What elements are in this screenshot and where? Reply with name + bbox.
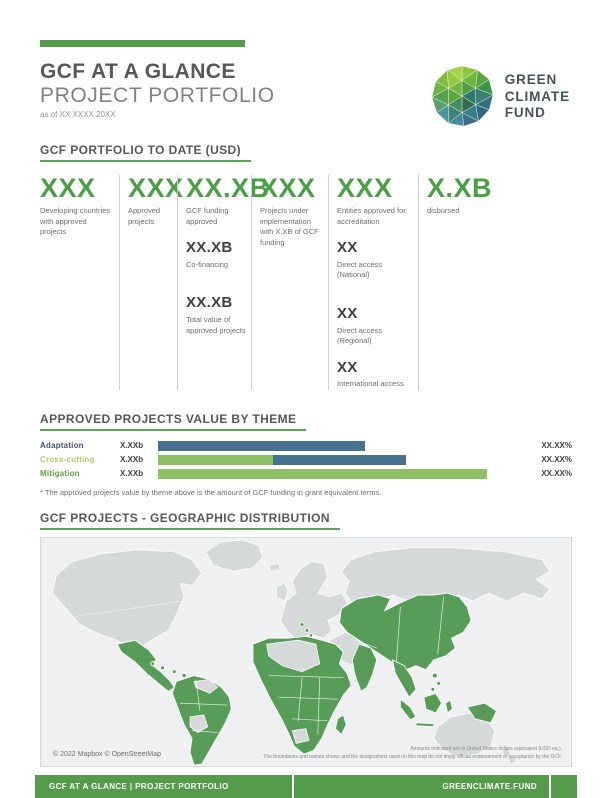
theme-heading-text: APPROVED PROJECTS VALUE BY THEME (40, 412, 307, 431)
chart-category-label: Mitigation (40, 469, 80, 479)
theme-section-heading: APPROVED PROJECTS VALUE BY THEME (40, 410, 572, 431)
stat: XX.XB Co-financing (186, 240, 246, 270)
chart-category-label: Adaptation (40, 441, 84, 451)
footer-divider (549, 774, 551, 798)
footer-right-segment: GREENCLIMATE.FUND (294, 774, 549, 798)
map-disclaimer-line-1: Amounts indicated are in United States d… (410, 745, 562, 752)
map-land-gray-patches (189, 639, 321, 744)
stat-label: Co-financing (186, 259, 229, 269)
stat: XX.XB Total value of approved projects (186, 295, 246, 336)
map-borders (180, 596, 444, 735)
stat-label: GCF funding approved (186, 206, 229, 226)
map-disclaimer-line-2: The boundaries and names shown and the d… (263, 753, 562, 760)
footer-left-text: GCF AT A GLANCE | PROJECT PORTFOLIO (49, 781, 229, 791)
theme-chart: Adaptation X.XXb XX.XX% Cross-cutting X.… (40, 440, 572, 479)
stat-label: Entities approved for accreditation (337, 206, 406, 226)
stat: XX.XB GCF funding approved (186, 173, 270, 227)
as-of-date: as of XX XXXX 20XX (40, 110, 116, 120)
gcf-globe-icon (431, 65, 494, 127)
chart-value-label: X.XXb (120, 455, 144, 465)
map-section-heading: GCF PROJECTS - GEOGRAPHIC DISTRIBUTION (40, 509, 572, 530)
bar-segment (158, 440, 366, 451)
chart-value-label: X.XXb (120, 441, 144, 451)
stat-label: Total value of approved projects (186, 315, 246, 335)
stat-value: XX (337, 239, 358, 256)
stat-value: XX (337, 304, 358, 322)
bar-segment (272, 454, 406, 465)
footer: GCF AT A GLANCE | PROJECT PORTFOLIO GREE… (35, 774, 577, 798)
stat: XXX Entities approved for accreditation (337, 175, 413, 227)
stat-value: XX (337, 358, 358, 376)
stat-label: Direct access (National) (337, 259, 383, 280)
stat-label: disbursed (427, 206, 460, 215)
logo-line-3: FUND (504, 105, 546, 121)
stat-value: XX.XB (186, 294, 233, 312)
map-borders-gray (74, 600, 185, 617)
bar-track (158, 440, 522, 451)
stat-column-approved-projects: XXX Approved projects (119, 173, 184, 390)
stat: XX International access (337, 358, 413, 390)
footer-end-block (551, 774, 577, 798)
stat: XX Direct access (National) (337, 240, 413, 281)
bar-track (158, 468, 522, 479)
gcf-logo: GREEN CLIMATE FUND (429, 64, 570, 130)
stat-label: Direct access (Regional) (337, 325, 383, 346)
page-title: GCF AT A GLANCE (40, 60, 236, 83)
map-disclaimer: Amounts indicated are in United States d… (263, 745, 562, 761)
stat-value: XXX (337, 173, 393, 203)
footer-divider (292, 774, 295, 798)
chart-category-label: Cross-cutting (40, 455, 95, 465)
portfolio-section-heading: GCF PORTFOLIO TO DATE (USD) (40, 141, 572, 162)
chart-value-label: X.XXb (120, 469, 144, 479)
stat: XXX Developing countries with approved p… (40, 175, 114, 238)
world-map: © 2022 Mapbox © OpenStreetMap Amounts in… (40, 536, 572, 767)
stat-label: International access (337, 379, 404, 389)
chart-percent-label: XX.XX% (541, 469, 572, 479)
title-block: GCF AT A GLANCE PROJECT PORTFOLIO as of … (40, 60, 275, 120)
page-subtitle: PROJECT PORTFOLIO (40, 83, 275, 107)
logo-line-1: GREEN (504, 71, 558, 87)
logo-wordmark: GREEN CLIMATE FUND (505, 72, 570, 123)
stat-value: XXX (260, 173, 316, 203)
stat: XXX Projects under implementation with X… (260, 175, 323, 248)
stat-label: Approved projects (128, 206, 161, 226)
stat-column-countries: XXX Developing countries with approved p… (40, 175, 119, 390)
stat: XXX Approved projects (128, 173, 184, 227)
stat-column-disbursed: X.XB disbursed (418, 175, 572, 390)
map-attribution: © 2022 Mapbox © OpenStreetMap (53, 750, 161, 758)
logo-line-2: CLIMATE (504, 88, 570, 104)
chart-row-adaptation: Adaptation X.XXb XX.XX% (40, 440, 572, 451)
chart-row-mitigation: Mitigation X.XXb XX.XX% (40, 468, 572, 479)
portfolio-heading-text: GCF PORTFOLIO TO DATE (USD) (40, 143, 252, 162)
header: GCF AT A GLANCE PROJECT PORTFOLIO as of … (40, 60, 572, 131)
stat-value: X.XB (427, 173, 493, 203)
map-heading-text: GCF PROJECTS - GEOGRAPHIC DISTRIBUTION (40, 511, 340, 530)
portfolio-stats: XXX Developing countries with approved p… (40, 175, 572, 390)
stat-column-funding: XX.XB GCF funding approved XX.XB Co-fina… (177, 173, 270, 390)
stat-value: XX.XB (186, 239, 233, 256)
chart-row-cross-cutting: Cross-cutting X.XXb XX.XX% (40, 454, 572, 465)
chart-percent-label: XX.XX% (541, 441, 572, 451)
map-land-gray (52, 539, 551, 765)
world-map-image (44, 537, 568, 766)
stat-label: Developing countries with approved proje… (40, 206, 111, 236)
theme-footnote: * The approved projects value by theme a… (40, 487, 382, 497)
footer-website-link[interactable]: GREENCLIMATE.FUND (442, 781, 537, 791)
chart-percent-label: XX.XX% (541, 455, 572, 465)
top-accent-bar (40, 40, 245, 47)
stat-column-entities: XXX Entities approved for accreditation … (328, 175, 418, 390)
bar-segment (158, 468, 488, 479)
stat-label: Projects under implementation with X.XB … (260, 206, 319, 247)
stat: XX Direct access (Regional) (337, 304, 413, 347)
stat-value: XX.XB (186, 173, 270, 203)
bar-track (158, 454, 522, 465)
stat-value: XXX (40, 173, 96, 203)
stat-value: XXX (128, 173, 184, 203)
stat-column-implementation: XXX Projects under implementation with X… (251, 175, 328, 390)
bar-segment (158, 454, 273, 465)
stat: X.XB disbursed (427, 175, 567, 217)
footer-left-segment: GCF AT A GLANCE | PROJECT PORTFOLIO (35, 774, 293, 798)
